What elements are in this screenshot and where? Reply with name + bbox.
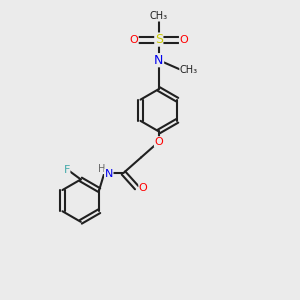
Text: N: N [105,169,113,179]
Text: S: S [155,33,163,46]
Text: O: O [154,137,163,147]
Text: CH₃: CH₃ [150,11,168,21]
Text: CH₃: CH₃ [180,65,198,76]
Text: N: N [154,54,164,67]
Text: O: O [139,183,148,193]
Text: O: O [129,34,138,45]
Text: H: H [98,164,106,173]
Text: F: F [64,165,70,175]
Text: O: O [179,34,188,45]
